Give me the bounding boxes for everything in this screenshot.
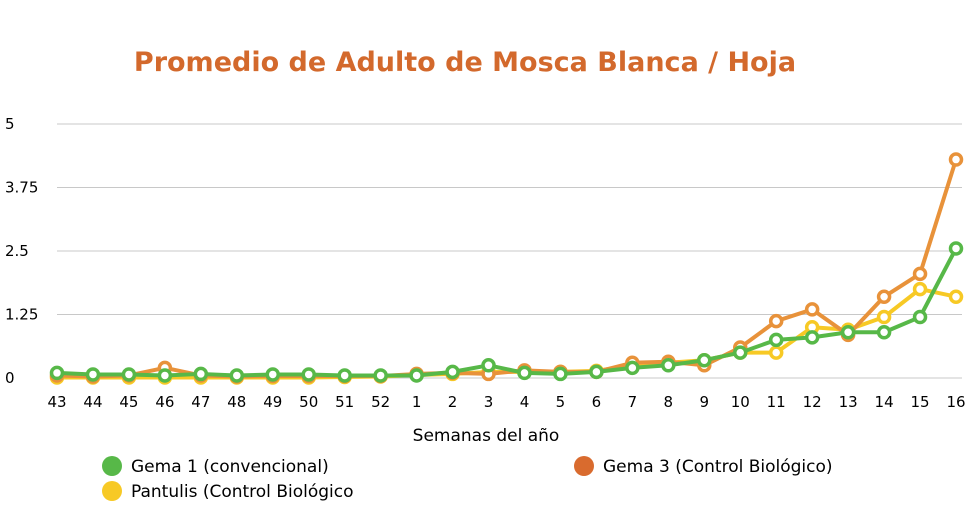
legend-marker (102, 481, 122, 501)
data-point (625, 360, 640, 376)
x-tick-label: 2 (448, 393, 458, 411)
legend-item: Gema 1 (convencional) (102, 456, 329, 477)
data-point (229, 368, 245, 383)
series-gema-3-control-biol-gico (49, 152, 964, 384)
x-tick-label: 3 (484, 393, 494, 411)
y-tick-label: 3.75 (5, 179, 38, 197)
data-point (337, 368, 352, 383)
data-point (265, 367, 281, 382)
x-tick-label: 47 (191, 393, 210, 411)
legend-label: Pantulis (Control Biológico (131, 482, 354, 502)
data-point (697, 352, 712, 368)
x-tick-label: 14 (875, 393, 894, 411)
data-point (157, 368, 173, 383)
data-point (193, 366, 209, 382)
x-tick-label: 10 (731, 393, 750, 411)
x-tick-label: 46 (155, 393, 174, 411)
series-gema-1-convencional (49, 241, 964, 383)
data-point (517, 365, 532, 381)
data-point (912, 281, 928, 297)
y-axis-ticks: 0 1.25 2.5 3.75 5 (5, 115, 38, 387)
x-tick-label: 52 (371, 393, 390, 411)
data-point (804, 302, 820, 317)
x-axis-label: Semanas del año (413, 426, 560, 446)
x-tick-label: 4 (520, 393, 530, 411)
y-tick-label: 2.5 (5, 242, 29, 260)
x-tick-label: 16 (946, 393, 965, 411)
grid (57, 123, 962, 379)
x-tick-label: 7 (628, 393, 638, 411)
x-tick-label: 44 (83, 393, 102, 411)
x-axis-ticks: 43 44 45 46 47 48 49 50 51 52 1 2 3 4 5 6 7 8 9 10 11 12 13 14 1… (47, 393, 965, 411)
y-tick-label: 1.25 (5, 306, 38, 324)
data-point (481, 358, 496, 373)
x-tick-label: 51 (335, 393, 354, 411)
data-point (732, 345, 748, 360)
x-tick-label: 9 (700, 393, 710, 411)
x-tick-label: 5 (556, 393, 566, 411)
x-tick-label: 1 (412, 393, 422, 411)
y-tick-label: 0 (5, 369, 15, 387)
data-point (768, 332, 784, 348)
legend: Gema 1 (convencional) Gema 3 (Control Bio… (102, 456, 833, 502)
x-tick-label: 45 (119, 393, 138, 411)
data-point (768, 313, 784, 329)
chart-title: Promedio de Adulto de Mosca Blanca / Hoj… (134, 47, 796, 78)
x-tick-label: 48 (227, 393, 246, 411)
data-point (661, 358, 676, 373)
data-point (589, 364, 604, 380)
data-point (912, 266, 928, 282)
legend-item: Gema 3 (Control Biológico) (574, 456, 833, 477)
series-line (55, 287, 958, 380)
data-point (121, 367, 137, 382)
data-point (948, 152, 964, 167)
legend-marker (574, 456, 594, 476)
data-point (373, 368, 388, 383)
x-tick-label: 50 (299, 393, 318, 411)
data-point (85, 367, 101, 382)
x-tick-label: 13 (839, 393, 858, 411)
series-group (49, 152, 964, 385)
data-point (804, 330, 820, 345)
data-point (840, 325, 856, 340)
x-tick-label: 12 (803, 393, 822, 411)
x-tick-label: 11 (767, 393, 786, 411)
series-line (55, 246, 958, 378)
x-tick-label: 8 (664, 393, 674, 411)
legend-marker (102, 456, 122, 476)
data-point (49, 365, 65, 381)
x-tick-label: 15 (910, 393, 929, 411)
legend-label: Gema 1 (convencional) (131, 457, 329, 477)
data-point (876, 309, 892, 325)
y-tick-label: 5 (5, 115, 15, 133)
data-point (876, 289, 892, 304)
data-point (948, 289, 964, 304)
x-tick-label: 49 (263, 393, 282, 411)
x-tick-label: 6 (592, 393, 602, 411)
legend-item: Pantulis (Control Biológico (102, 481, 354, 502)
data-point (553, 366, 568, 382)
data-point (876, 325, 892, 340)
data-point (445, 364, 460, 380)
data-point (409, 368, 424, 383)
data-point (301, 367, 316, 382)
legend-label: Gema 3 (Control Biológico) (603, 457, 833, 477)
x-tick-label: 43 (47, 393, 66, 411)
data-point (912, 309, 928, 325)
data-point (948, 241, 964, 256)
series-line (55, 157, 958, 379)
data-point (768, 345, 784, 360)
